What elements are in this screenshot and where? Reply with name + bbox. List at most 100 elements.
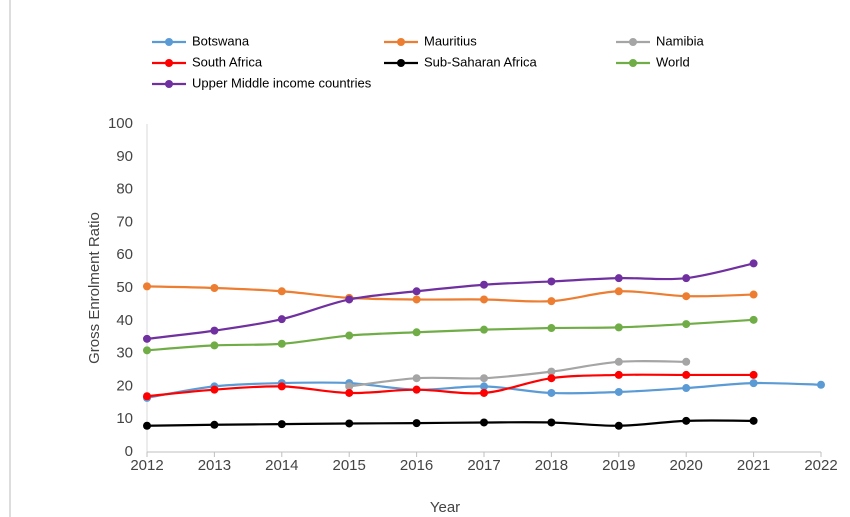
data-point xyxy=(682,416,691,425)
x-tick-label: 2022 xyxy=(804,457,837,474)
data-point xyxy=(210,385,219,394)
data-point xyxy=(345,382,354,391)
data-point xyxy=(682,320,691,329)
data-point xyxy=(480,388,488,397)
x-tick-label: 2014 xyxy=(265,457,298,474)
y-axis-title: Gross Enrolment Ratio xyxy=(86,212,103,364)
data-point xyxy=(682,274,691,283)
data-point xyxy=(749,416,758,425)
data-point xyxy=(345,331,354,340)
data-point xyxy=(614,323,623,332)
data-point xyxy=(143,392,151,401)
legend-label: Upper Middle income countries xyxy=(192,75,372,90)
data-point xyxy=(547,418,556,427)
data-point xyxy=(547,374,556,383)
data-point xyxy=(412,295,421,304)
data-point xyxy=(682,384,691,393)
x-tick-label: 2012 xyxy=(130,457,163,474)
x-tick-label: 2016 xyxy=(400,457,433,474)
data-point xyxy=(143,282,151,291)
data-point xyxy=(682,357,691,366)
data-point xyxy=(817,380,825,389)
x-axis-title: Year xyxy=(430,499,460,516)
y-tick-label: 50 xyxy=(116,279,133,296)
data-point xyxy=(547,297,556,306)
data-point xyxy=(682,370,691,379)
data-point xyxy=(480,374,488,383)
legend-label: South Africa xyxy=(192,54,263,69)
data-point xyxy=(480,382,488,391)
series-line xyxy=(146,373,754,398)
data-point xyxy=(412,374,421,383)
data-point xyxy=(749,315,758,324)
legend-label: Namibia xyxy=(656,33,704,48)
data-point xyxy=(614,274,623,283)
data-point xyxy=(547,324,556,333)
data-point xyxy=(345,419,354,428)
data-point xyxy=(749,259,758,268)
data-point xyxy=(614,357,623,366)
legend-label: Botswana xyxy=(192,33,250,48)
data-point xyxy=(749,379,758,388)
y-tick-label: 70 xyxy=(116,213,133,230)
legend-label: World xyxy=(656,54,690,69)
data-point xyxy=(749,370,758,379)
legend-marker xyxy=(397,59,405,67)
data-point xyxy=(345,295,354,304)
data-point xyxy=(614,287,623,296)
data-point xyxy=(480,280,488,289)
data-point xyxy=(480,295,488,304)
x-tick-label: 2018 xyxy=(535,457,568,474)
y-tick-label: 100 xyxy=(108,115,133,132)
data-point xyxy=(614,421,623,430)
data-point xyxy=(547,388,556,397)
legend-marker xyxy=(397,38,405,46)
series-line xyxy=(349,359,687,388)
data-point xyxy=(210,341,219,350)
x-tick-label: 2020 xyxy=(670,457,703,474)
data-point xyxy=(547,367,556,376)
data-point xyxy=(749,290,758,299)
legend-marker xyxy=(165,80,173,88)
legend-marker xyxy=(165,38,173,46)
y-tick-label: 0 xyxy=(125,443,133,460)
legend-marker xyxy=(629,38,637,46)
data-point xyxy=(480,325,488,334)
data-point xyxy=(682,292,691,301)
series-line xyxy=(146,285,754,303)
data-point xyxy=(614,387,623,396)
y-tick-label: 90 xyxy=(116,148,133,165)
data-point xyxy=(480,418,488,427)
data-point xyxy=(547,277,556,286)
data-point xyxy=(277,382,286,391)
data-point xyxy=(614,370,623,379)
x-tick-label: 2015 xyxy=(333,457,366,474)
data-point xyxy=(277,339,286,348)
legend-marker xyxy=(629,59,637,67)
y-tick-label: 40 xyxy=(116,312,133,329)
data-point xyxy=(143,346,151,355)
y-tick-label: 30 xyxy=(116,345,133,362)
data-point xyxy=(412,385,421,394)
data-point xyxy=(412,419,421,428)
legend-marker xyxy=(165,59,173,67)
x-tick-label: 2021 xyxy=(737,457,770,474)
series-line xyxy=(146,318,754,352)
data-point xyxy=(277,287,286,296)
data-point xyxy=(345,388,354,397)
data-point xyxy=(210,284,219,292)
legend-label: Mauritius xyxy=(424,33,477,48)
data-point xyxy=(210,420,219,429)
y-tick-label: 10 xyxy=(116,410,133,427)
data-point xyxy=(210,326,219,335)
data-point xyxy=(412,287,421,296)
series-line xyxy=(146,419,754,427)
legend-label: Sub-Saharan Africa xyxy=(424,54,538,69)
data-point xyxy=(277,420,286,429)
y-tick-label: 20 xyxy=(116,377,133,394)
x-tick-label: 2017 xyxy=(467,457,500,474)
x-tick-label: 2019 xyxy=(602,457,635,474)
data-point xyxy=(412,328,421,337)
data-point xyxy=(143,334,151,343)
